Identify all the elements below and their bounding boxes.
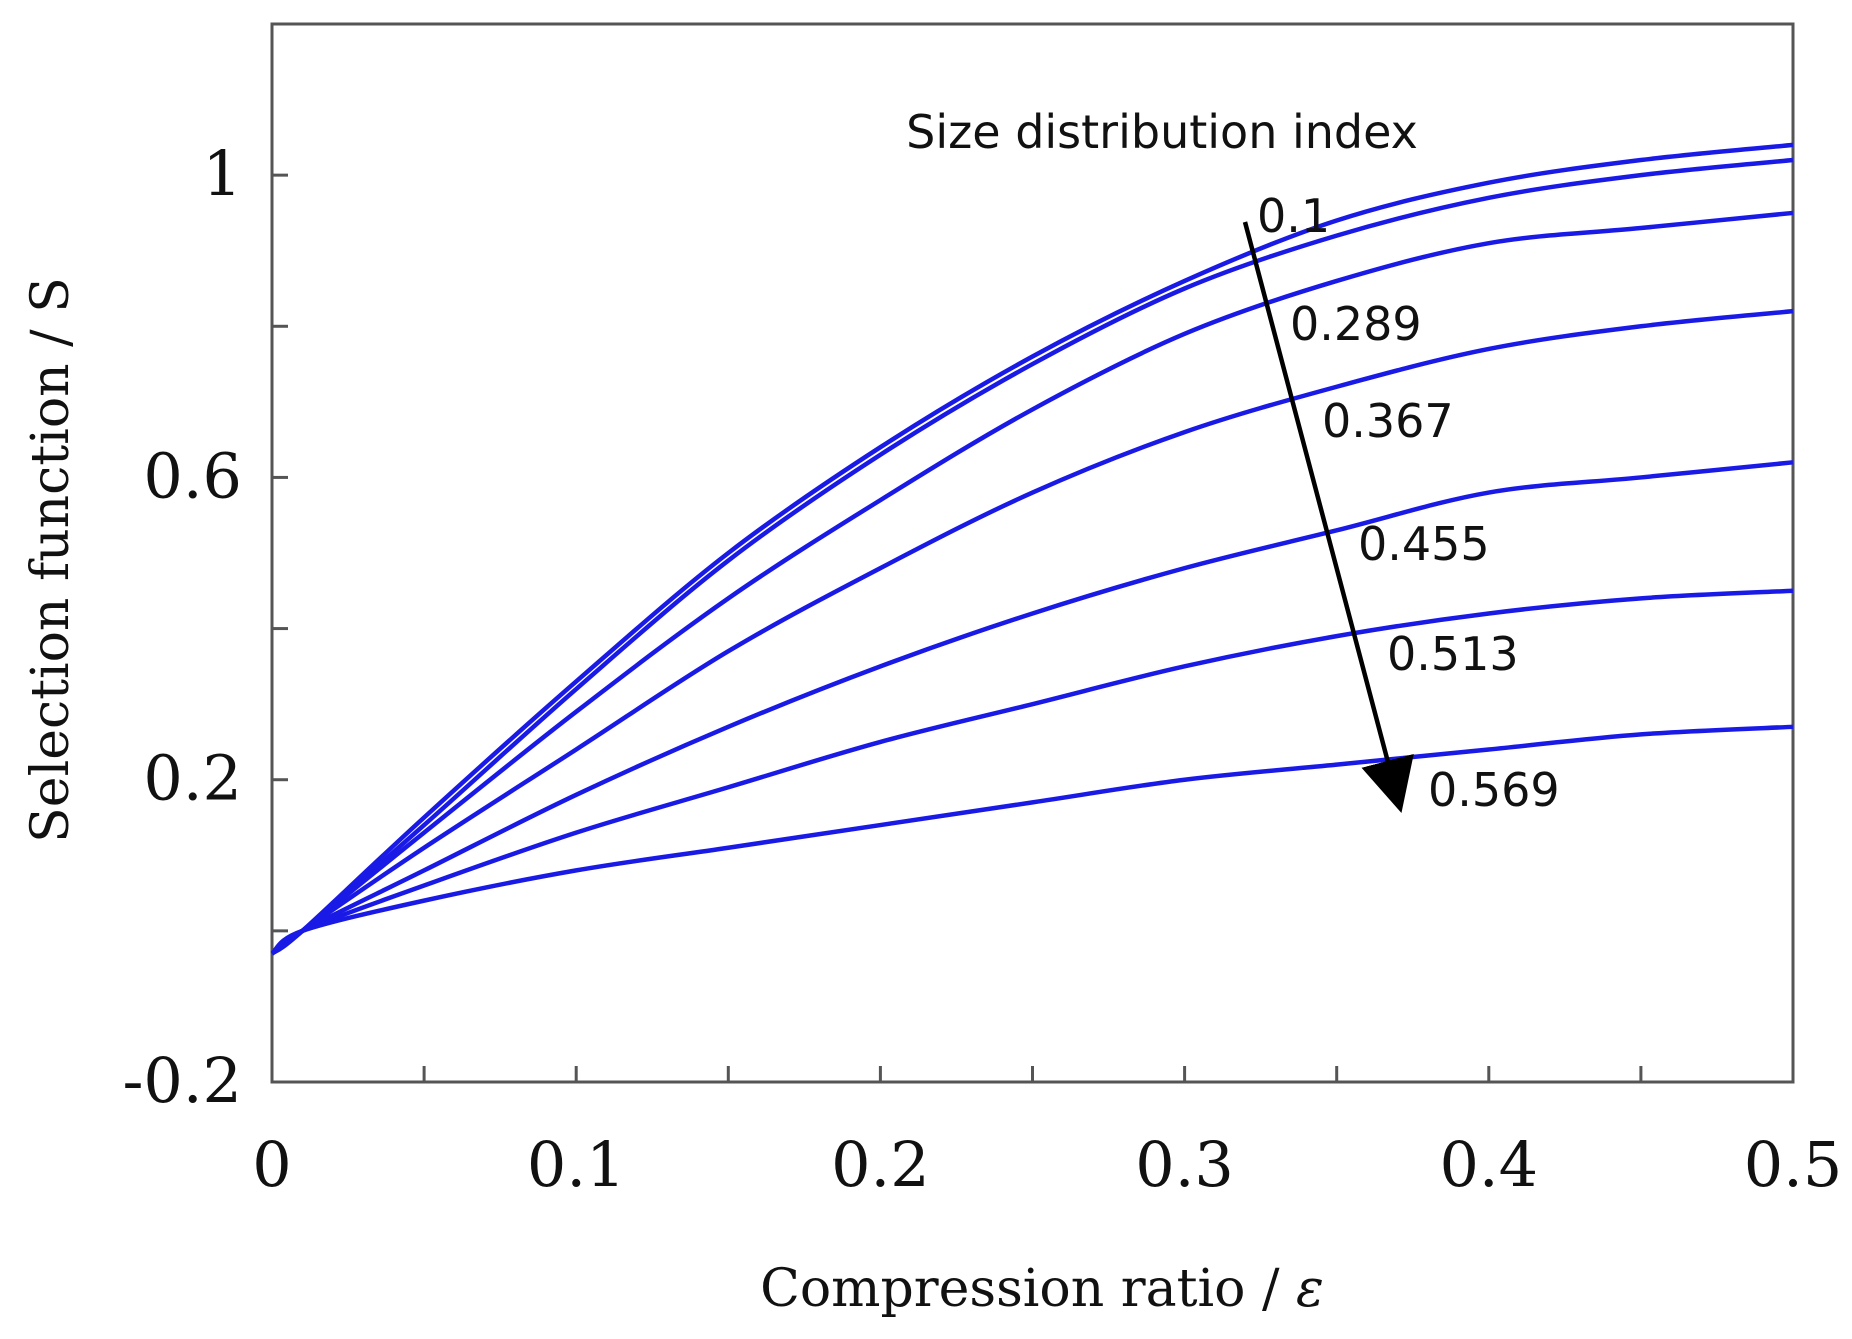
series-label: 0.513 <box>1387 627 1519 681</box>
series-line-0.455 <box>270 308 1794 956</box>
series-lines <box>270 142 1794 956</box>
series-line-0.569 <box>270 588 1794 956</box>
y-tick-labels: -0.2 0.2 0.6 1 <box>122 137 242 1117</box>
x-tick-label: 0.3 <box>1135 1128 1234 1201</box>
series-label: 0.569 <box>1428 763 1560 817</box>
y-tick-label: 0.6 <box>143 439 242 512</box>
x-axis-symbol: ε <box>1296 1259 1324 1319</box>
series-line-0.513 <box>270 460 1794 956</box>
x-axis-title-text: Compression ratio / <box>760 1259 1296 1319</box>
plot-frame <box>270 22 1795 1084</box>
y-axis-title: Selection function / S <box>21 277 81 843</box>
y-tick-label: -0.2 <box>122 1044 242 1117</box>
x-tick-label: 0.4 <box>1439 1128 1538 1201</box>
legend-title: Size distribution index <box>906 105 1418 159</box>
series-line-extra-6 <box>270 724 1794 956</box>
axis-ticks <box>270 22 1795 1084</box>
series-label: 0.455 <box>1358 517 1490 571</box>
x-axis-title: Compression ratio / ε <box>760 1259 1324 1319</box>
x-tick-label: 0.2 <box>831 1128 930 1201</box>
series-line-0.289 <box>270 157 1794 956</box>
x-tick-label: 0.1 <box>527 1128 626 1201</box>
series-line-0.1 <box>270 142 1794 956</box>
series-line-0.367 <box>270 210 1794 956</box>
series-label: 0.1 <box>1257 189 1330 243</box>
x-tick-label: 0.5 <box>1744 1128 1843 1201</box>
y-tick-label: 1 <box>203 137 242 210</box>
x-tick-labels: 0 0.1 0.2 0.3 0.4 0.5 <box>252 1128 1842 1201</box>
series-labels: 0.1 0.289 0.367 0.455 0.513 0.569 <box>1257 189 1560 817</box>
series-label: 0.289 <box>1290 297 1422 351</box>
trend-arrow <box>1242 221 1414 814</box>
y-tick-label: 0.2 <box>143 742 242 815</box>
x-tick-label: 0 <box>252 1128 291 1201</box>
series-label: 0.367 <box>1322 394 1454 448</box>
